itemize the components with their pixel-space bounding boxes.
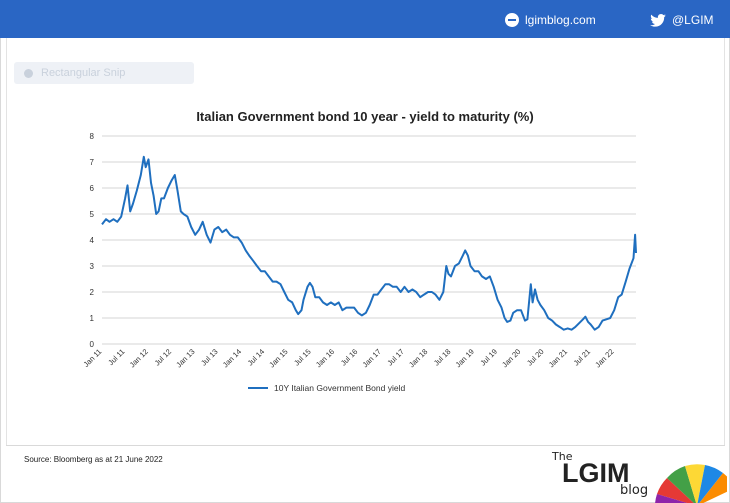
y-tick-label: 1: [90, 314, 95, 323]
x-tick-label: Jan 12: [128, 347, 150, 369]
x-tick-label: Jul 11: [106, 347, 126, 367]
logo-the: The: [552, 450, 573, 463]
x-tick-label: Jan 20: [500, 347, 522, 369]
y-tick-label: 8: [90, 132, 95, 141]
source-note: Source: Bloomberg as at 21 June 2022: [24, 455, 163, 464]
x-tick-label: Jan 11: [82, 347, 104, 369]
x-tick-label: Jan 18: [407, 347, 429, 369]
y-tick-label: 7: [90, 158, 95, 167]
site-link[interactable]: lgimblog.com: [505, 11, 596, 29]
x-tick-label: Jan 19: [454, 347, 476, 369]
x-tick-label: Jul 14: [246, 347, 267, 368]
panel-right-border: [724, 38, 725, 445]
x-tick-label: Jan 22: [593, 347, 615, 369]
x-tick-label: Jan 14: [221, 347, 243, 369]
snip-tool-ghost: Rectangular Snip: [14, 62, 194, 84]
twitter-handle: @LGIM: [672, 13, 714, 27]
x-tick-label: Jul 19: [478, 347, 499, 368]
x-tick-label: Jul 12: [153, 347, 174, 368]
x-tick-label: Jan 16: [314, 347, 336, 369]
globe-icon: [505, 13, 519, 27]
x-tick-label: Jul 21: [572, 347, 593, 368]
series-line: [101, 155, 637, 331]
y-tick-label: 0: [90, 340, 95, 349]
umbrella-logo-icon: [655, 464, 727, 503]
x-tick-label: Jan 21: [547, 347, 569, 369]
x-tick-label: Jan 15: [267, 347, 289, 369]
x-tick-label: Jul 16: [339, 347, 360, 368]
twitter-link[interactable]: @LGIM: [650, 11, 714, 29]
logo-blog: blog: [620, 483, 649, 498]
x-tick-label: Jul 20: [525, 347, 546, 368]
chart-title: Italian Government bond 10 year - yield …: [196, 109, 534, 124]
top-banner: lgimblog.com @LGIM: [0, 0, 730, 38]
panel-left-border: [6, 38, 7, 445]
x-tick-label: Jul 18: [432, 347, 453, 368]
x-tick-label: Jul 15: [292, 347, 313, 368]
x-tick-label: Jul 13: [199, 347, 220, 368]
logo-main: LGIM: [562, 458, 630, 488]
x-tick-label: Jan 13: [174, 347, 196, 369]
y-tick-label: 2: [90, 288, 95, 297]
footer-divider: [6, 445, 725, 446]
x-tick-label: Jul 17: [385, 347, 406, 368]
x-tick-label: Jan 17: [361, 347, 383, 369]
y-tick-label: 3: [90, 262, 95, 271]
snip-icon: [24, 68, 33, 78]
site-label: lgimblog.com: [525, 13, 596, 27]
y-tick-label: 5: [90, 210, 95, 219]
y-tick-label: 4: [90, 236, 95, 245]
legend-label: 10Y Italian Government Bond yield: [274, 383, 405, 393]
twitter-bird-icon: [650, 13, 666, 27]
snip-label: Rectangular Snip: [41, 67, 126, 79]
y-tick-label: 6: [90, 184, 95, 193]
